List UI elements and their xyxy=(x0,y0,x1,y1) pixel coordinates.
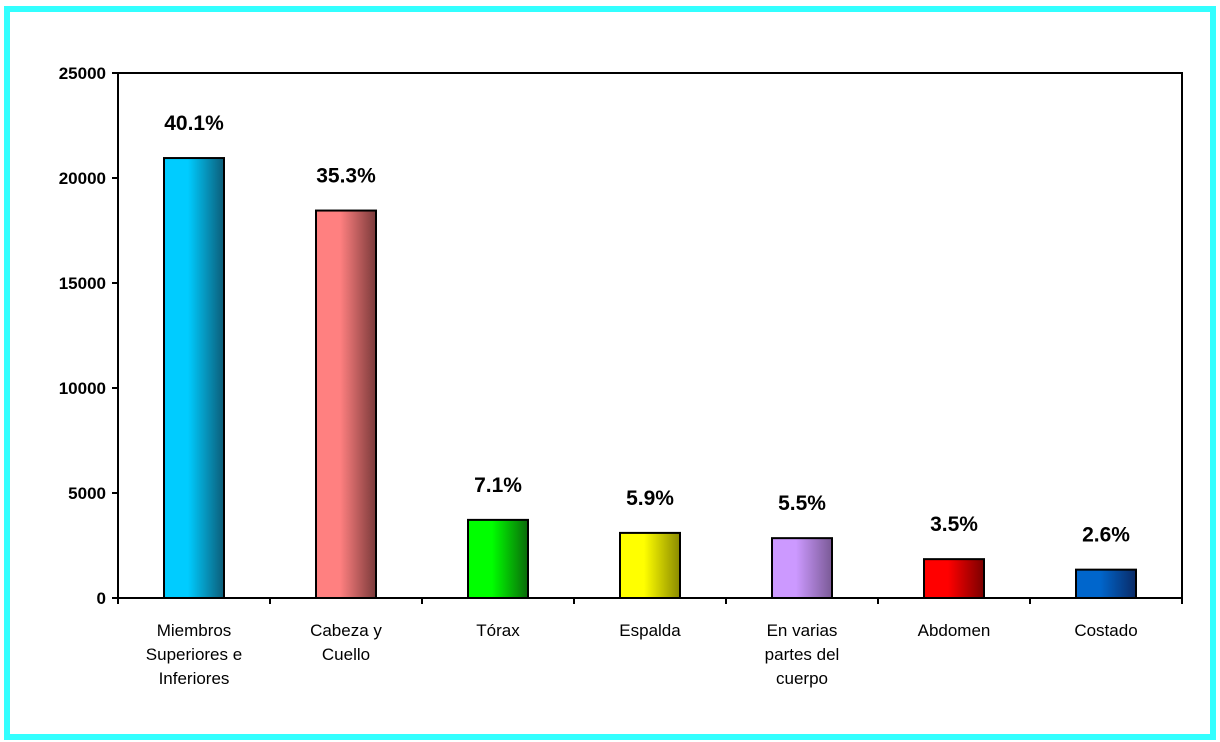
data-label: 35.3% xyxy=(316,165,376,188)
y-tick-label: 25000 xyxy=(59,64,106,83)
bar xyxy=(771,537,833,600)
category-label: Cabeza y xyxy=(310,621,382,640)
data-label: 5.5% xyxy=(778,492,826,515)
y-tick-label: 15000 xyxy=(59,274,106,293)
data-label: 7.1% xyxy=(474,474,522,497)
data-label: 3.5% xyxy=(930,513,978,536)
bar xyxy=(619,531,681,600)
category-label: Tórax xyxy=(476,621,520,640)
category-label: Inferiores xyxy=(159,669,230,688)
category-label: Espalda xyxy=(619,621,681,640)
category-label: En varias xyxy=(767,621,838,640)
bar xyxy=(923,558,985,600)
category-label: partes del xyxy=(765,645,840,664)
bar xyxy=(315,209,377,600)
category-label: Costado xyxy=(1074,621,1137,640)
category-label: Miembros xyxy=(157,621,232,640)
category-label: Cuello xyxy=(322,645,370,664)
data-label: 5.9% xyxy=(626,487,674,510)
data-label: 40.1% xyxy=(164,112,224,135)
bar xyxy=(163,157,225,600)
y-tick-label: 10000 xyxy=(59,379,106,398)
y-tick-label: 20000 xyxy=(59,169,106,188)
y-tick-label: 0 xyxy=(97,589,106,608)
category-label: Abdomen xyxy=(918,621,991,640)
y-tick-label: 5000 xyxy=(68,484,106,503)
bar xyxy=(467,518,529,600)
data-label: 2.6% xyxy=(1082,524,1130,547)
bar xyxy=(1075,568,1137,600)
plot-area xyxy=(117,72,1183,599)
category-label: cuerpo xyxy=(776,669,828,688)
category-label: Superiores e xyxy=(146,645,242,664)
